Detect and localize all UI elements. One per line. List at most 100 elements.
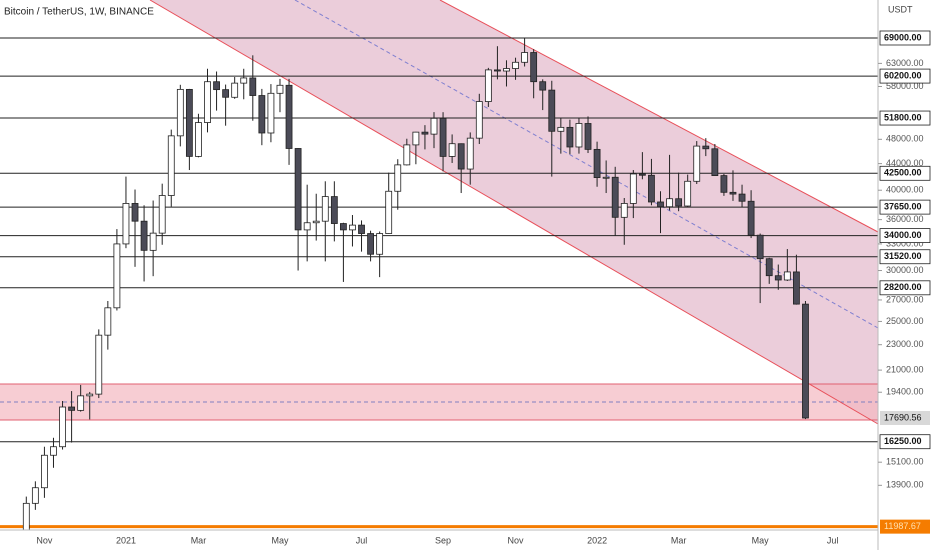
candle-body [774, 275, 782, 281]
candle-body [793, 271, 800, 305]
candle-body [41, 454, 48, 489]
candle-body [140, 220, 148, 251]
candle-body [466, 137, 474, 170]
candle-body [403, 144, 411, 166]
x-tick-label: 2021 [116, 535, 136, 545]
candle-body [575, 123, 583, 148]
candle-body [222, 89, 230, 98]
candle-body [675, 198, 683, 207]
candle-body [412, 131, 420, 146]
candle-body [657, 201, 664, 208]
candle-body [439, 117, 447, 157]
x-tick-label: Mar [671, 535, 687, 545]
level-tag [879, 280, 931, 296]
level-tag [879, 68, 931, 84]
last-price-tag [880, 410, 930, 425]
x-tick-label: Nov [36, 535, 53, 545]
candle-body [303, 222, 311, 231]
demand-zone [0, 384, 878, 420]
level-label: 34000.00 [884, 230, 922, 240]
candle-body [294, 148, 302, 231]
candle-body [385, 190, 393, 234]
x-tick-label: May [752, 535, 770, 545]
y-tick-label: 30000.00 [886, 265, 924, 275]
candle-body [521, 52, 528, 63]
candle-body [584, 123, 592, 150]
candle-body [86, 393, 94, 397]
candle-body [448, 143, 456, 157]
level-tag [879, 199, 931, 215]
y-tick-label: 63000.00 [886, 58, 924, 68]
candle-body [421, 131, 429, 135]
candle-body [720, 175, 728, 193]
candle-body [394, 164, 402, 192]
candle-body [249, 77, 257, 96]
candle-body [104, 307, 112, 336]
candle-body [738, 193, 746, 202]
level-label: 16250.00 [884, 436, 922, 446]
candle-body [557, 126, 565, 132]
candle-body [783, 271, 791, 281]
level-label: 42500.00 [884, 168, 922, 178]
candle-body [475, 101, 483, 139]
x-tick-label: Jul [827, 535, 839, 545]
y-tick-label: 48000.00 [886, 134, 924, 144]
y-tick-label: 13900.00 [886, 480, 924, 490]
level-label: 37650.00 [884, 201, 922, 211]
candle-body [494, 69, 501, 72]
y-tick-label: 58000.00 [886, 81, 924, 91]
candle-body [339, 223, 347, 231]
x-tick-label: Sep [435, 535, 451, 545]
candle-body [629, 173, 637, 204]
y-tick-label: 19400.00 [886, 387, 924, 397]
candle-body [530, 52, 538, 83]
candle-body [756, 234, 764, 260]
support-label: 11987.67 [884, 521, 921, 531]
level-tag [879, 434, 931, 450]
candle-body [276, 84, 284, 94]
candle-body [95, 334, 103, 395]
candle-body [367, 233, 374, 255]
level-tag [879, 110, 931, 126]
candle-body [602, 176, 610, 179]
x-tick-label: Nov [508, 535, 525, 545]
x-tick-label: May [271, 535, 289, 545]
candle-body [620, 203, 628, 218]
candle-body [267, 92, 275, 134]
candle-body [666, 198, 673, 208]
candle-body [285, 84, 293, 149]
candle-body [593, 148, 601, 178]
candle-body [77, 395, 85, 411]
y-tick-label: 23000.00 [886, 339, 924, 349]
candle-body [149, 232, 157, 251]
y-tick-label: 40000.00 [886, 185, 924, 195]
level-tag [879, 249, 931, 265]
x-tick-label: Jul [356, 535, 368, 545]
y-tick-label: 25000.00 [886, 316, 924, 326]
level-label: 31520.00 [884, 251, 922, 261]
level-tag [879, 228, 931, 243]
candle-body [702, 145, 710, 150]
candle-body [330, 196, 338, 224]
candle-body [503, 68, 510, 72]
candle-body [213, 81, 220, 91]
support-tag [880, 519, 930, 534]
candle-body [122, 203, 130, 245]
level-tag [879, 165, 931, 181]
candle-body [539, 81, 547, 91]
candle-body [131, 203, 139, 222]
y-tick-label: 36000.00 [886, 214, 924, 224]
channel-upper [439, 0, 879, 233]
candles [22, 37, 809, 541]
axis-labels: 63000.00 58000.00 48000.00 44000.00 40000.00… [36, 30, 931, 545]
level-label: 60200.00 [884, 70, 922, 80]
candle-body [729, 191, 737, 195]
candle-body [693, 145, 701, 182]
candle-body [430, 117, 438, 135]
candle-body [376, 233, 384, 255]
level-label: 28200.00 [884, 282, 922, 292]
candle-body [711, 148, 719, 176]
y-tick-label: 33000.00 [886, 238, 924, 248]
chart-title: Bitcoin / TetherUS, 1W, BINANCE [4, 7, 154, 18]
